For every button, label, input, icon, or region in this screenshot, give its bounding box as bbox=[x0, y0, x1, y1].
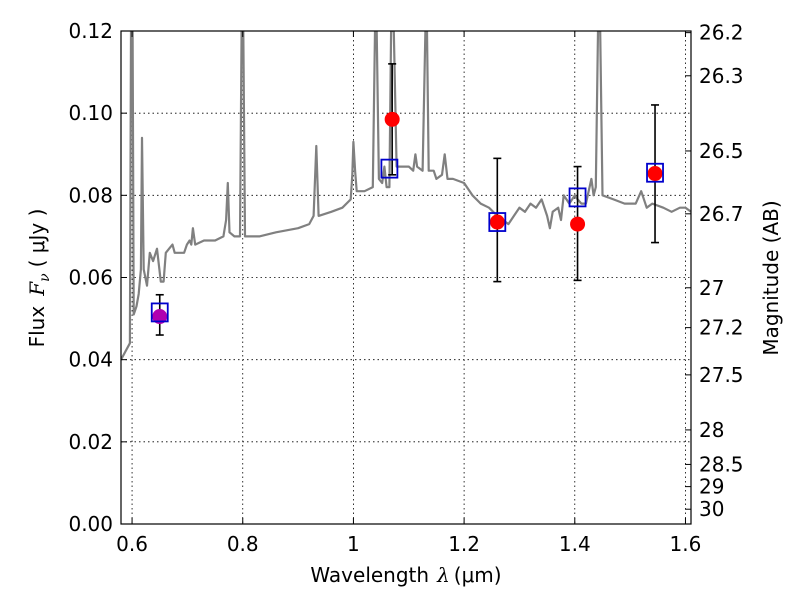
y2-tick-label: 29 bbox=[699, 475, 724, 499]
observed-flux-point bbox=[647, 166, 663, 182]
spectrum-line bbox=[121, 31, 691, 361]
y2-axis-title: Magnitude (AB) bbox=[759, 200, 783, 355]
y2-tick-label: 27.2 bbox=[699, 316, 744, 340]
y-tick-label: 0.12 bbox=[68, 19, 113, 43]
grid bbox=[121, 31, 691, 524]
y2-tick-label: 26.2 bbox=[699, 21, 744, 45]
observed-flux-point bbox=[384, 111, 400, 127]
x-tick-label: 1 bbox=[347, 532, 360, 556]
x-tick-label: 0.8 bbox=[227, 532, 259, 556]
x-axis-title-text: Wavelength bbox=[310, 563, 429, 587]
observed-flux-point bbox=[570, 216, 586, 232]
y-axis-title-unit: ( μJy ) bbox=[25, 209, 49, 268]
y2-tick-label: 30 bbox=[699, 497, 724, 521]
y-axis-title: Flux Fν ( μJy ) bbox=[25, 209, 53, 348]
x-axis-title-unit: (μm) bbox=[454, 563, 502, 587]
model-flux-square bbox=[488, 212, 507, 232]
y2-tick-label: 28 bbox=[699, 418, 724, 442]
y-axis-title-symbol: F bbox=[25, 281, 49, 297]
model-flux-square bbox=[150, 302, 169, 323]
y2-tick-label: 26.5 bbox=[699, 139, 744, 163]
y2-tick-label: 28.5 bbox=[699, 452, 744, 476]
y2-tick-label: 26.3 bbox=[699, 64, 744, 88]
model-flux-square bbox=[568, 187, 587, 208]
y-tick-label: 0.00 bbox=[68, 512, 113, 536]
observed-flux-point bbox=[489, 214, 505, 230]
model-flux-square bbox=[646, 162, 664, 183]
x-axis-title-symbol: λ bbox=[436, 563, 450, 587]
y-tick-label: 0.06 bbox=[68, 266, 113, 290]
model-flux-square bbox=[380, 158, 399, 179]
observed-flux-point bbox=[152, 309, 168, 325]
x-tick-label: 1.4 bbox=[559, 532, 591, 556]
y-axis-title-subscript: ν bbox=[37, 273, 53, 282]
x-tick-label: 0.6 bbox=[116, 532, 148, 556]
y-tick-label: 0.10 bbox=[68, 101, 113, 125]
y-tick-label: 0.08 bbox=[68, 183, 113, 207]
ticks: 0.6 0.8 1 1.2 1.4 1.6 0.00 0.02 0.04 0.06 0.08 0.10… bbox=[68, 19, 743, 556]
y-axis-title-text: Flux bbox=[25, 306, 49, 348]
y2-tick-label: 27 bbox=[699, 276, 724, 300]
spectrum-layer bbox=[121, 31, 691, 361]
y-tick-label: 0.04 bbox=[68, 348, 113, 372]
x-tick-label: 1.2 bbox=[448, 532, 480, 556]
x-axis-title: Wavelength λ (μm) bbox=[310, 563, 501, 587]
y-tick-label: 0.02 bbox=[68, 430, 113, 454]
x-tick-label: 1.6 bbox=[670, 532, 702, 556]
y2-tick-label: 27.5 bbox=[699, 363, 744, 387]
marker-layer bbox=[150, 63, 664, 336]
y2-tick-label: 26.7 bbox=[699, 202, 744, 226]
